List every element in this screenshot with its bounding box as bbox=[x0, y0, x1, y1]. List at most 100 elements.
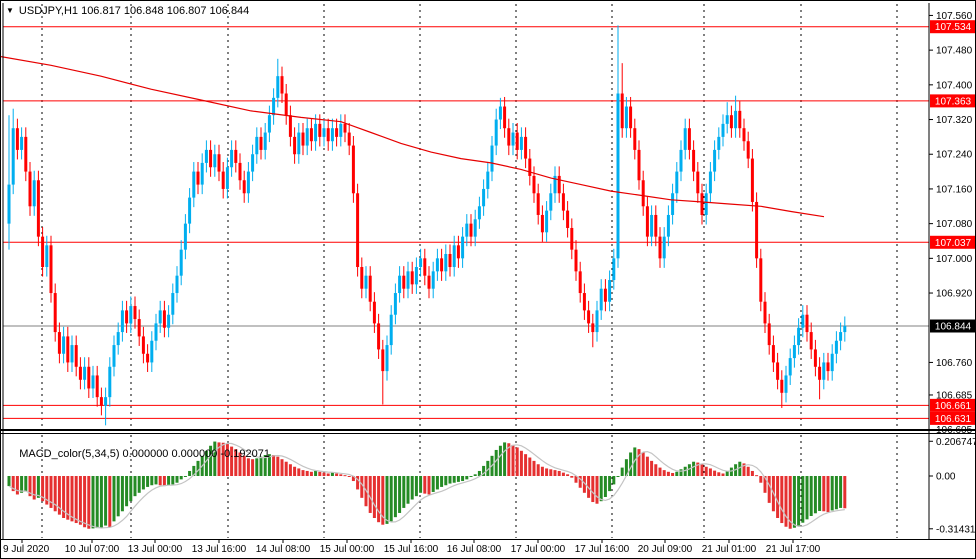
candle-body bbox=[402, 275, 406, 289]
candle-body bbox=[494, 119, 498, 146]
candle-body bbox=[515, 132, 519, 150]
candle-body bbox=[662, 236, 666, 259]
price-tick-label: 107.080 bbox=[936, 219, 973, 230]
macd-bar bbox=[578, 476, 582, 488]
pane-separator bbox=[1, 429, 975, 431]
candle-body bbox=[146, 353, 150, 363]
candle-body bbox=[456, 245, 460, 259]
candle-body bbox=[561, 193, 565, 211]
candle-body bbox=[213, 154, 217, 168]
candle-body bbox=[423, 258, 427, 276]
candle-body bbox=[66, 336, 70, 363]
macd-bar bbox=[780, 476, 784, 524]
macd-bar bbox=[272, 455, 276, 476]
macd-bar bbox=[45, 476, 49, 505]
candle-body bbox=[666, 214, 670, 237]
macd-bar bbox=[183, 476, 187, 477]
candle-body bbox=[410, 271, 414, 285]
macd-bar bbox=[750, 470, 754, 476]
price-badge bbox=[930, 235, 975, 249]
candle-body bbox=[377, 323, 381, 350]
macd-bar bbox=[561, 472, 565, 476]
macd-bar bbox=[137, 476, 141, 493]
candle-body bbox=[755, 201, 759, 259]
candle-body bbox=[32, 180, 36, 207]
macd-bar bbox=[20, 476, 24, 493]
candle-body bbox=[700, 193, 704, 215]
macd-bar bbox=[704, 466, 708, 476]
time-axis-label: 13 Jul 16:00 bbox=[192, 544, 247, 555]
candle-body bbox=[507, 128, 511, 146]
macd-bar bbox=[410, 476, 414, 500]
candle-body bbox=[461, 236, 465, 259]
macd-bar bbox=[36, 476, 40, 498]
candle-body bbox=[717, 136, 721, 150]
candle-body bbox=[305, 128, 309, 146]
macd-bar bbox=[146, 476, 150, 487]
macd-bar bbox=[616, 476, 620, 477]
time-axis-label: 21 Jul 17:00 bbox=[766, 544, 821, 555]
macd-bar bbox=[192, 465, 196, 476]
macd-bar bbox=[746, 466, 750, 476]
candle-body bbox=[70, 345, 74, 363]
candle-body bbox=[444, 253, 448, 272]
macd-bar bbox=[339, 474, 343, 476]
macd-bar bbox=[62, 476, 66, 518]
price-tick-label: 106.920 bbox=[936, 289, 973, 300]
candle-body bbox=[267, 115, 271, 133]
candle-body bbox=[780, 379, 784, 393]
macd-bar bbox=[692, 461, 696, 476]
macd-bar bbox=[536, 464, 540, 476]
macd-bar bbox=[444, 476, 448, 486]
candle-body bbox=[335, 128, 339, 137]
candle-body bbox=[490, 145, 494, 172]
candle-body bbox=[738, 110, 742, 129]
macd-bar bbox=[368, 476, 372, 513]
macd-bar bbox=[456, 476, 460, 482]
candle-body bbox=[62, 336, 66, 354]
candle-body bbox=[763, 301, 767, 324]
macd-bar bbox=[654, 464, 658, 476]
time-axis-label: 10 Jul 07:00 bbox=[65, 544, 120, 555]
macd-bar bbox=[125, 476, 129, 507]
price-badge bbox=[930, 20, 975, 34]
macd-signal-line bbox=[8, 442, 845, 529]
candle-body bbox=[246, 171, 250, 194]
macd-bar bbox=[175, 476, 179, 483]
macd-bar bbox=[318, 471, 322, 476]
candle-body bbox=[225, 167, 229, 189]
candle-body bbox=[318, 123, 322, 137]
candle-body bbox=[440, 258, 444, 272]
candle-body bbox=[771, 345, 775, 363]
candle-body bbox=[797, 327, 801, 346]
macd-bar bbox=[717, 472, 721, 476]
candle-body bbox=[330, 128, 334, 142]
macd-bar bbox=[700, 464, 704, 476]
candle-body bbox=[288, 115, 292, 137]
candle-body bbox=[759, 258, 763, 302]
macd-bar bbox=[557, 470, 561, 476]
macd-bar bbox=[511, 444, 515, 476]
macd-bar bbox=[66, 476, 70, 520]
macd-bar bbox=[11, 476, 15, 492]
price-badge-label: 106.631 bbox=[935, 414, 972, 425]
candle-body bbox=[834, 340, 838, 354]
candle-body bbox=[183, 223, 187, 250]
ma-line bbox=[1, 56, 825, 218]
macd-bar bbox=[830, 476, 834, 511]
macd-bar bbox=[528, 457, 532, 476]
macd-bar bbox=[687, 464, 691, 476]
macd-bar bbox=[129, 476, 133, 502]
candle-body bbox=[372, 301, 376, 324]
macd-bar bbox=[154, 476, 158, 485]
macd-bar bbox=[570, 476, 574, 478]
macd-bar bbox=[225, 444, 229, 476]
candle-body bbox=[272, 97, 276, 116]
macd-bar bbox=[326, 473, 330, 476]
candle-body bbox=[839, 332, 843, 341]
time-axis-label: 17 Jul 00:00 bbox=[511, 544, 566, 555]
time-axis-label: 15 Jul 00:00 bbox=[320, 544, 375, 555]
candle-body bbox=[570, 227, 574, 250]
macd-bar bbox=[356, 476, 360, 490]
